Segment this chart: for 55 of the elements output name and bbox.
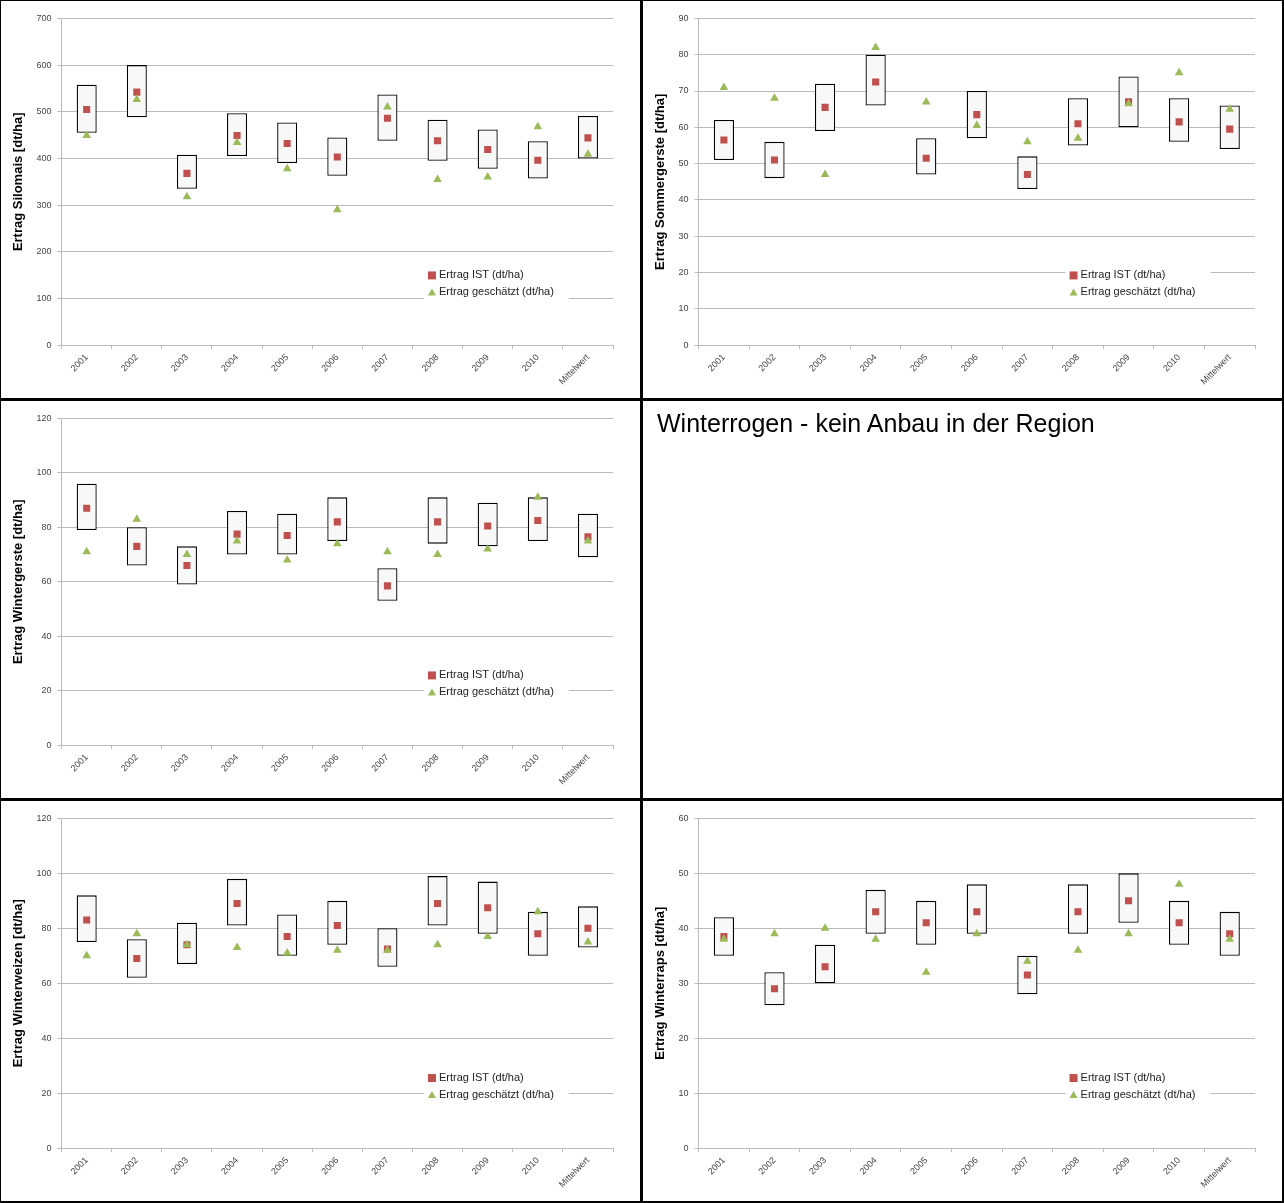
y-tick-label: 100 bbox=[36, 292, 52, 303]
legend-label: Ertrag geschätzt (dt/ha) bbox=[1080, 1088, 1196, 1101]
y-tick-label: 40 bbox=[678, 194, 689, 205]
y-axis-title: Ertrag Winterraps [dt/ha] bbox=[652, 906, 668, 1060]
y-tick-label: 120 bbox=[36, 812, 52, 823]
y-tick-label: 100 bbox=[36, 867, 52, 878]
y-tick-label: 40 bbox=[678, 922, 689, 933]
y-tick-label: 60 bbox=[41, 977, 52, 988]
y-tick-label: 500 bbox=[36, 106, 52, 117]
legend-label: Ertrag IST (dt/ha) bbox=[438, 668, 524, 681]
y-tick-label: 700 bbox=[36, 12, 52, 23]
y-tick-label: 0 bbox=[683, 339, 689, 350]
y-tick-label: 60 bbox=[41, 576, 52, 587]
y-tick-label: 50 bbox=[678, 867, 689, 878]
y-tick-label: 30 bbox=[678, 230, 689, 241]
legend-label: Ertrag geschätzt (dt/ha) bbox=[1080, 285, 1196, 298]
y-tick-label: 80 bbox=[41, 922, 52, 933]
y-axis-title: Ertrag Wintergerste [dt/ha] bbox=[10, 499, 26, 665]
y-tick-label: 0 bbox=[46, 1142, 52, 1153]
y-tick-label: 10 bbox=[678, 303, 689, 314]
y-tick-label: 20 bbox=[41, 685, 52, 696]
y-tick-label: 70 bbox=[678, 85, 689, 96]
y-tick-label: 0 bbox=[683, 1142, 689, 1153]
y-axis-title: Ertrag Winterweizen [dt/ha] bbox=[10, 899, 26, 1068]
y-tick-label: 20 bbox=[678, 267, 689, 278]
y-tick-label: 20 bbox=[678, 1032, 689, 1043]
y-tick-label: 90 bbox=[678, 12, 689, 23]
legend-label: Ertrag geschätzt (dt/ha) bbox=[438, 685, 554, 698]
y-tick-label: 10 bbox=[678, 1087, 689, 1098]
y-tick-label: 0 bbox=[46, 339, 52, 350]
y-tick-label: 60 bbox=[678, 121, 689, 132]
y-tick-label: 50 bbox=[678, 158, 689, 169]
y-tick-label: 400 bbox=[36, 152, 52, 163]
legend-label: Ertrag IST (dt/ha) bbox=[438, 1071, 524, 1084]
y-tick-label: 100 bbox=[36, 467, 52, 478]
y-tick-label: 80 bbox=[678, 49, 689, 60]
y-tick-label: 30 bbox=[678, 977, 689, 988]
legend-label: Ertrag IST (dt/ha) bbox=[438, 268, 524, 281]
y-tick-label: 20 bbox=[41, 1087, 52, 1098]
legend-label: Ertrag geschätzt (dt/ha) bbox=[438, 1088, 554, 1101]
legend-label: Ertrag IST (dt/ha) bbox=[1080, 268, 1166, 281]
y-tick-label: 0 bbox=[46, 739, 52, 750]
y-tick-label: 120 bbox=[36, 412, 52, 423]
text: Winterrogen - kein Anbau in der Region bbox=[656, 408, 1096, 439]
y-axis-title: Ertrag Sommergerste [dt/ha] bbox=[652, 93, 668, 270]
legend-label: Ertrag IST (dt/ha) bbox=[1080, 1071, 1166, 1084]
y-tick-label: 80 bbox=[41, 521, 52, 532]
y-axis-title: Ertrag Silomais [dt/ha] bbox=[10, 112, 26, 252]
y-tick-label: 300 bbox=[36, 199, 52, 210]
y-tick-label: 60 bbox=[678, 812, 689, 823]
y-tick-label: 40 bbox=[41, 630, 52, 641]
y-tick-label: 40 bbox=[41, 1032, 52, 1043]
y-tick-label: 600 bbox=[36, 59, 52, 70]
legend-label: Ertrag geschätzt (dt/ha) bbox=[438, 285, 554, 298]
y-tick-label: 200 bbox=[36, 246, 52, 257]
